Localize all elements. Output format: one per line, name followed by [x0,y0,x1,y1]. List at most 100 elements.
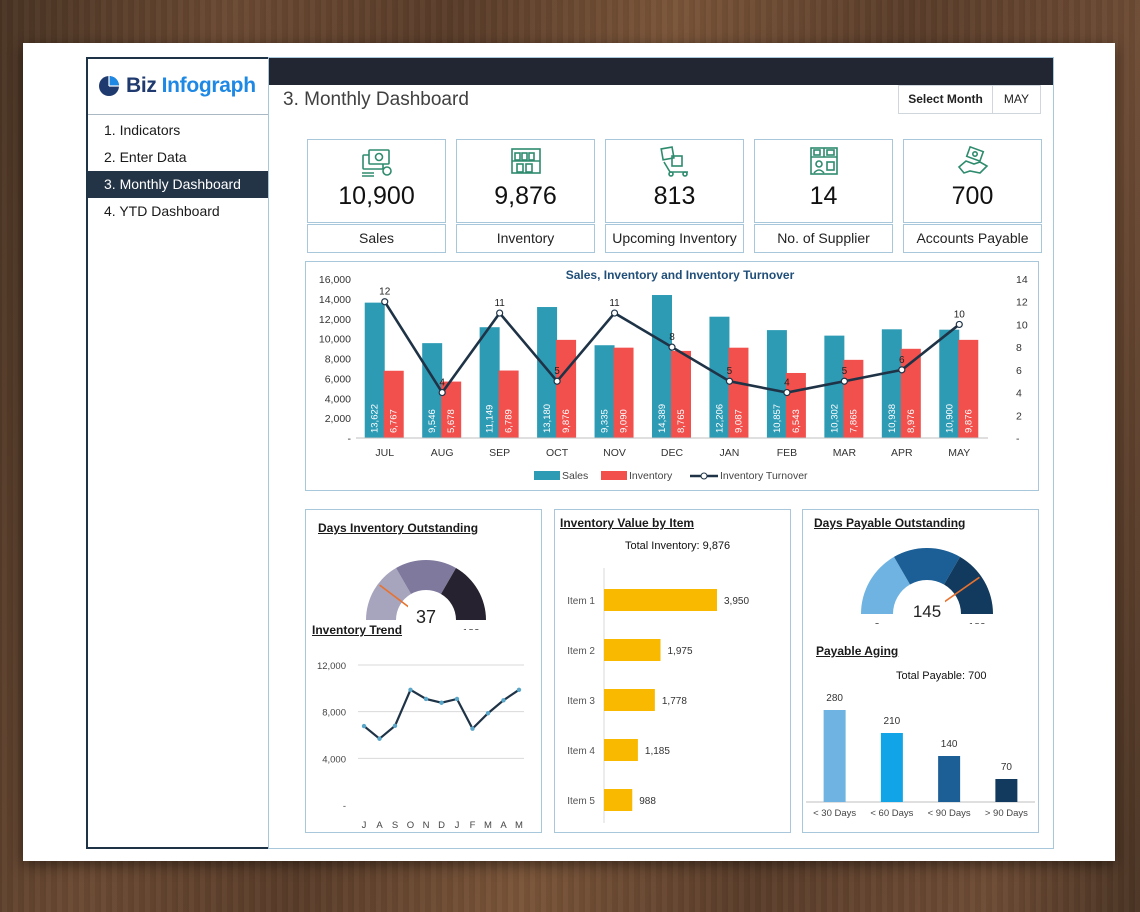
inventory-trend-title: Inventory Trend [312,623,403,637]
gauge-value-bg [909,599,945,621]
y-axis-tick: 12,000 [319,314,351,326]
kpi-value-sales: 10,900 [338,182,415,210]
y-axis-tick: 4,000 [325,393,351,405]
item-bar [604,589,717,611]
turnover-data-label: 6 [899,355,905,366]
aging-value-label: 280 [826,693,843,704]
inventory-data-label: 9,087 [733,409,744,433]
turnover-data-label: 4 [439,378,445,389]
y-axis-tick: 10,000 [319,334,351,346]
x-axis-tick: NOV [603,447,626,459]
aging-value-label: 140 [941,739,958,750]
trend-x-tick: M [515,820,523,830]
trend-point [454,696,460,702]
x-axis-tick: OCT [546,447,569,459]
aging-bar [880,733,903,802]
turnover-data-label: 12 [379,287,391,298]
inventory-data-label: 6,789 [504,409,515,433]
sidebar-nav: 1. Indicators 2. Enter Data 3. Monthly D… [88,117,268,225]
legend-label-turnover: Inventory Turnover [720,470,808,482]
logo-text-biz: Biz [126,74,157,97]
kpi-value-upcoming-inventory: 813 [653,182,696,210]
aging-category-label: > 90 Days [985,808,1028,819]
item-bar [604,739,638,761]
item-value-label: 3,950 [724,596,749,607]
sidebar-item-indicators[interactable]: 1. Indicators [104,122,181,138]
item-value-label: 988 [639,796,656,807]
trend-x-tick: D [438,820,445,830]
x-axis-tick: APR [891,447,913,459]
y2-axis-tick: 4 [1016,388,1022,400]
trend-y-tick: - [343,801,346,812]
inventory-bar [958,339,979,438]
dashboard-main: 3. Monthly Dashboard Select Month MAY 10… [268,57,1054,849]
x-axis-tick: MAR [833,447,857,459]
turnover-data-label: 4 [784,378,790,389]
sidebar-item-enter-data[interactable]: 2. Enter Data [104,149,187,165]
sales-data-label: 13,622 [370,404,381,433]
total-inventory-text: Total Inventory: 9,876 [625,540,731,552]
y2-axis-tick: 12 [1016,297,1028,309]
sidebar-item-ytd-dashboard[interactable]: 4. YTD Dashboard [104,203,220,219]
dio-title: Days Inventory Outstanding [318,521,479,535]
gauge-min-label: 0 [378,627,384,630]
trend-point [439,700,444,705]
aging-category-label: < 30 Days [813,808,856,819]
aging-category-label: < 60 Days [870,808,913,819]
y2-axis-tick: 10 [1016,319,1028,331]
turnover-point [725,377,734,385]
turnover-point [438,388,446,397]
sales-data-label: 12,206 [714,404,725,433]
sales-bar [824,335,845,438]
aging-value-label: 210 [884,716,901,727]
sidebar-item-monthly-dashboard[interactable]: 3. Monthly Dashboard [88,171,268,198]
gauge-segment [366,568,411,620]
item-value-label: 1,778 [662,696,687,707]
sales-inventory-turnover-chart: Sales, Inventory and Inventory Turnover -… [319,268,1028,482]
money-icon [361,149,392,177]
sales-bar [881,329,902,438]
turnover-data-label: 10 [954,309,966,320]
y2-axis-tick: 2 [1016,410,1022,422]
turnover-data-label: 5 [554,366,560,377]
inventory-data-label: 5,678 [446,409,457,433]
turnover-data-label: 11 [609,298,620,309]
sales-data-label: 10,857 [772,404,783,433]
turnover-point [783,388,791,397]
x-axis-tick: SEP [489,447,510,459]
payable-aging-chart: 280 < 30 Days 210 < 60 Days 140 < 90 Days 70 > … [806,693,1035,819]
kpi-card-inventory: 9,876 [456,139,595,223]
inventory-data-label: 6,767 [389,409,400,433]
gauge-value-bg [408,605,444,627]
trend-x-tick: M [484,820,492,830]
dio-gauge: 37 0 180 [366,560,486,630]
x-axis-tick: JUL [375,447,394,459]
item-category-label: Item 1 [567,596,595,607]
sales-data-label: 14,389 [657,404,668,433]
turnover-point [496,309,504,317]
trend-x-tick: J [362,820,367,830]
sales-inventory-chart-panel: Sales, Inventory and Inventory Turnover -… [305,261,1039,491]
sales-bar [537,307,558,438]
item-value-label: 1,975 [668,646,693,657]
turnover-point [668,343,676,351]
inventory-data-label: 6,543 [791,409,802,433]
sales-bar [709,316,730,438]
y-axis-tick: 8,000 [325,354,351,366]
inventory-data-label: 7,865 [848,409,859,433]
kpi-card-upcoming-inventory: 813 [605,139,744,223]
kpi-card-sales: 10,900 [307,139,446,223]
month-dropdown[interactable]: MAY [1003,92,1029,106]
sales-bar [364,302,385,438]
kpi-label-upcoming-inventory: Upcoming Inventory [605,224,744,253]
trend-point [516,687,522,692]
month-selector[interactable]: Select Month MAY [898,85,1041,114]
kpi-card-accounts-payable: 700 [903,139,1042,223]
kpi-label-inventory: Inventory [456,224,595,253]
x-axis-tick: JAN [720,447,740,459]
y2-axis-tick: 6 [1016,365,1022,377]
gauge-max-label: 180 [462,627,480,630]
inventory-by-item-panel: Inventory Value by Item Total Inventory:… [554,509,791,833]
turnover-point [898,366,906,374]
kpi-label-accounts-payable: Accounts Payable [903,224,1042,253]
